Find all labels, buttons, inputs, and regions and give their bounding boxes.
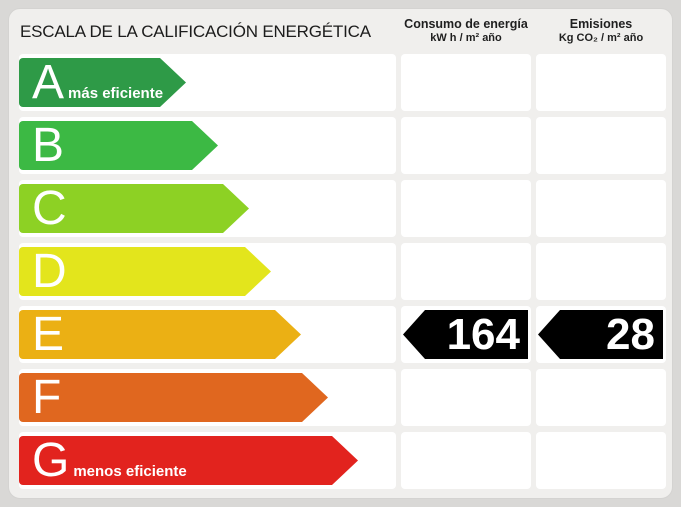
rating-row-g: G menos eficiente: [19, 432, 672, 489]
rating-arrow-e: E: [19, 310, 301, 359]
emisiones-cell-d: [536, 243, 666, 300]
rating-row-a: A más eficiente: [19, 54, 672, 111]
rating-letter-f: F: [32, 371, 62, 424]
emisiones-cell-b: [536, 117, 666, 174]
emisiones-cell-e: 28: [536, 306, 666, 363]
consumo-cell-g: [401, 432, 531, 489]
emisiones-value: 28: [606, 309, 655, 359]
consumo-cell-d: [401, 243, 531, 300]
consumo-column-header: Consumo de energía kW h / m² año: [401, 17, 531, 46]
rating-letter-a: A: [32, 56, 65, 109]
emisiones-cell-c: [536, 180, 666, 237]
consumo-cell-f: [401, 369, 531, 426]
consumo-column-label: Consumo de energía: [404, 16, 528, 31]
emisiones-value-marker: 28: [538, 310, 663, 359]
consumo-cell-c: [401, 180, 531, 237]
consumo-cell-b: [401, 117, 531, 174]
rating-letter-d: D: [32, 245, 67, 298]
rating-arrow-c: C: [19, 184, 249, 233]
rating-row-f: F: [19, 369, 672, 426]
rating-cell-g: G menos eficiente: [19, 432, 396, 489]
rating-letter-g: G: [32, 434, 70, 487]
emisiones-column-header: Emisiones Kg CO₂ / m² año: [536, 17, 666, 46]
rating-cell-d: D: [19, 243, 396, 300]
rating-letter-e: E: [32, 308, 65, 361]
rating-note-a: más eficiente: [68, 85, 164, 102]
header: ESCALA DE LA CALIFICACIÓN ENERGÉTICA Con…: [9, 9, 672, 54]
rating-letter-b: B: [32, 119, 65, 172]
consumo-value-marker: 164: [403, 310, 528, 359]
emisiones-cell-f: [536, 369, 666, 426]
rating-letter-c: C: [32, 182, 67, 235]
rating-arrow-f: F: [19, 373, 328, 422]
consumo-value: 164: [446, 309, 520, 359]
rating-cell-b: B: [19, 117, 396, 174]
consumo-cell-e: 164: [401, 306, 531, 363]
rating-arrow-b: B: [19, 121, 218, 170]
emisiones-column-label: Emisiones: [569, 16, 633, 31]
emisiones-cell-g: [536, 432, 666, 489]
rating-scale: A más eficiente B C: [9, 54, 672, 489]
rating-cell-a: A más eficiente: [19, 54, 396, 111]
page-title: ESCALA DE LA CALIFICACIÓN ENERGÉTICA: [20, 21, 371, 41]
emisiones-cell-a: [536, 54, 666, 111]
rating-arrow-d: D: [19, 247, 271, 296]
energy-rating-panel: ESCALA DE LA CALIFICACIÓN ENERGÉTICA Con…: [8, 8, 673, 499]
rating-arrow-a: A más eficiente: [19, 58, 186, 107]
rating-arrow-g: G menos eficiente: [19, 436, 358, 485]
rating-cell-f: F: [19, 369, 396, 426]
rating-row-c: C: [19, 180, 672, 237]
emisiones-column-unit: Kg CO₂ / m² año: [558, 32, 644, 45]
rating-note-g: menos eficiente: [73, 463, 187, 480]
consumo-column-unit: kW h / m² año: [430, 32, 502, 45]
rating-cell-c: C: [19, 180, 396, 237]
consumo-cell-a: [401, 54, 531, 111]
rating-row-d: D: [19, 243, 672, 300]
rating-row-e: E 164 28: [19, 306, 672, 363]
rating-row-b: B: [19, 117, 672, 174]
rating-cell-e: E: [19, 306, 396, 363]
